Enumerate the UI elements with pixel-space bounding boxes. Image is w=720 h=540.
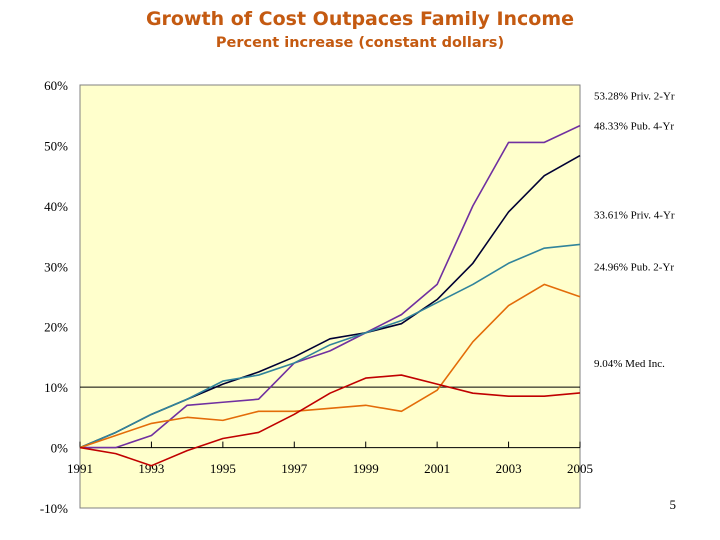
x-tick-label: 2003 <box>496 461 522 476</box>
series-end-label: 9.04% Med Inc. <box>594 358 665 370</box>
series-end-label: 24.96% Pub. 2-Yr <box>594 262 674 274</box>
chart-subtitle: Percent increase (constant dollars) <box>215 35 505 51</box>
series-labels: 53.28% Priv. 2-Yr 48.33% Pub. 4-Yr 33.61% … <box>594 91 675 370</box>
series-end-label: 48.33% Pub. 4-Yr <box>594 121 674 133</box>
x-tick-label: 1991 <box>67 461 93 476</box>
series-line <box>80 124 581 449</box>
series-end-label: 53.28% Priv. 2-Yr <box>594 91 675 103</box>
page-number: 5 <box>670 497 677 512</box>
x-tick-label: 2001 <box>424 461 450 476</box>
y-tick-label: 60% <box>44 78 68 93</box>
y-tick-label: 50% <box>44 138 68 153</box>
x-tick-label: 1997 <box>281 461 308 476</box>
y-tick-label: -10% <box>40 501 68 516</box>
series-group <box>79 124 581 467</box>
y-tick-label: 40% <box>44 199 68 214</box>
series-line <box>79 374 581 467</box>
series-end-label: 33.61% Priv. 4-Yr <box>594 209 675 221</box>
x-tick-label: 1993 <box>138 461 164 476</box>
y-tick-label: 0% <box>51 441 69 456</box>
chart-title: Growth of Cost Outpaces Family Income <box>145 8 575 30</box>
plot-area <box>79 84 581 509</box>
y-tick-label: 10% <box>44 380 68 395</box>
y-axis-labels: 60% 50% 40% 30% 20% 10% 0% -10% <box>40 78 68 516</box>
series-line <box>79 283 581 449</box>
y-tick-label: 20% <box>44 320 68 335</box>
x-tick-label: 2005 <box>567 461 593 476</box>
x-axis-labels: 1991 1993 1995 1997 1999 2001 2003 2005 <box>67 461 593 476</box>
y-tick-label: 30% <box>44 259 68 274</box>
x-tick-label: 1999 <box>353 461 379 476</box>
x-axis-ticks <box>79 441 581 448</box>
series-line <box>79 243 581 449</box>
x-tick-label: 1995 <box>210 461 236 476</box>
